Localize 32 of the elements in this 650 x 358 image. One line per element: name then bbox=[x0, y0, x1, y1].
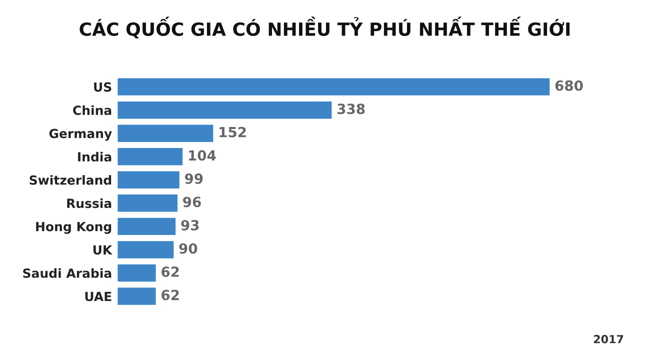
y-tick-label: US bbox=[94, 82, 112, 92]
y-tick-label: India bbox=[78, 152, 112, 162]
text: 2017 bbox=[594, 334, 624, 344]
bar bbox=[117, 100, 334, 120]
y-tick-label: UAE bbox=[85, 292, 112, 302]
data-label: 62 bbox=[162, 266, 179, 278]
y-tick-label: Germany bbox=[49, 128, 112, 141]
y-tick-label: Russia bbox=[67, 198, 112, 208]
y-tick-label: Switzerland bbox=[30, 175, 112, 185]
data-label: 62 bbox=[162, 290, 179, 300]
bar bbox=[117, 286, 158, 306]
bar bbox=[117, 262, 158, 283]
data-label: 99 bbox=[184, 173, 203, 184]
data-label: 338 bbox=[337, 104, 365, 114]
bar bbox=[117, 216, 177, 236]
data-label: 96 bbox=[183, 196, 201, 208]
bar bbox=[117, 193, 179, 214]
data-label: 680 bbox=[555, 80, 583, 91]
bar bbox=[117, 76, 552, 97]
data-label: 93 bbox=[181, 220, 199, 230]
y-tick-label: Saudi Arabia bbox=[23, 268, 112, 278]
bar bbox=[117, 123, 215, 144]
bar bbox=[117, 146, 184, 167]
y-tick-label: China bbox=[73, 105, 112, 116]
bar bbox=[117, 170, 181, 190]
bar bbox=[117, 240, 176, 260]
data-label: 104 bbox=[189, 150, 216, 161]
y-tick-label: UK bbox=[93, 245, 113, 255]
y-tick-label: Hong Kong bbox=[36, 222, 112, 234]
data-label: 90 bbox=[179, 243, 198, 254]
data-label: 152 bbox=[220, 126, 246, 138]
chart-title: CÁC QUỐC GIA CÓ NHIỀU TỶ PHÚ NHẤT THẾ GIỚI bbox=[80, 16, 570, 38]
